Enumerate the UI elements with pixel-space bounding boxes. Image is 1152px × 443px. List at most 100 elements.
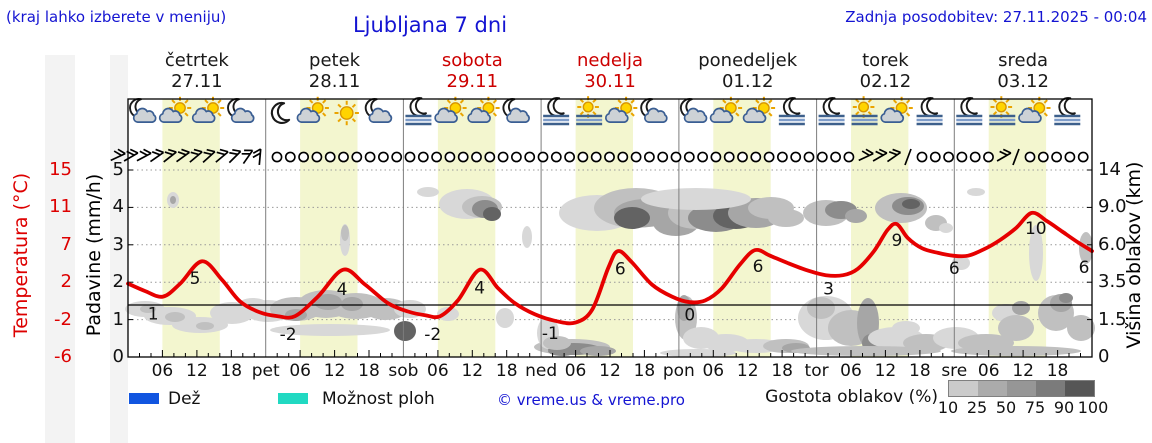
day-separators [265,99,955,357]
weather-icon-fog-moon [956,97,983,126]
cloud-tick: 0 [1098,346,1110,367]
day-date: 01.12 [721,71,774,92]
calm-wind-icon [916,151,928,163]
cloud-tick: 6.0 [1098,233,1127,255]
calm-wind-icon [983,151,994,163]
calm-wind-icon [604,151,615,163]
precip-tick: 4 [112,196,124,218]
temp-tick: 2 [60,271,72,293]
calm-wind-icon [404,151,416,163]
wind-barb-icon [241,149,254,165]
calm-wind-icon [697,151,708,163]
weather-icon-sun-cloud [158,96,192,123]
weather-icon-moon-cloud [679,98,708,123]
calm-wind-icon [710,151,722,163]
calm-wind-icon [564,151,575,163]
weather-icon-fog-moon [543,97,570,126]
svg-text:9: 9 [891,231,902,251]
showers-legend-label: Možnost ploh [322,389,435,409]
temp-tick: 11 [49,196,72,218]
calm-wind-icon [590,151,602,163]
hour-label: 12 [736,361,759,381]
wind-barb-icon [189,148,203,163]
day-header-nedelja: nedelja 30.11 [545,50,675,92]
svg-text:6: 6 [1079,258,1090,278]
day-date: 28.11 [308,71,361,92]
calm-wind-icon [311,151,323,163]
svg-text:-2: -2 [280,325,297,345]
precip-tick: 0 [112,346,124,367]
calm-wind-icon [763,151,775,163]
calm-wind-icon [1051,151,1062,163]
hour-label: 12 [874,361,897,381]
calm-wind-icon [969,151,981,163]
weather-icon-moon-cloud [502,98,530,123]
cloud-tick: 14 [1098,159,1121,180]
hour-label: 12 [461,361,484,381]
calm-wind-icon [723,151,735,163]
hour-label: 06 [840,361,862,381]
day-date: 29.11 [446,71,499,92]
calm-wind-icon [657,151,669,163]
day-abbr-label: sre [941,361,968,381]
calm-wind-icon [843,151,855,163]
weather-icon-moon-cloud [640,98,668,123]
cloud-scale-segment [1007,381,1036,396]
calm-wind-icon [956,151,968,163]
hour-label: 18 [220,361,243,381]
calm-wind-icon [457,151,469,163]
axis-tick-marks [128,169,1092,358]
plot-frame [127,98,1093,358]
cloud-scale-number: 75 [1024,398,1046,417]
showers-legend-swatch [278,393,308,404]
calm-wind-icon [298,151,309,163]
cloud-density-label: Gostota oblakov (%) [765,387,938,407]
weather-icon-moon [270,101,291,124]
cloud-scale-segment [949,381,978,396]
weather-icon-fog-moon [778,97,805,126]
calm-wind-icon [324,151,336,163]
hour-label: 06 [702,361,725,381]
wind-barb-icon [872,148,888,162]
hour-label: 18 [1046,361,1069,381]
calm-wind-icon [417,151,429,163]
calm-wind-icon [511,151,522,163]
svg-text:6: 6 [753,257,764,277]
wind-shaft-icon [1012,148,1020,166]
hour-label: 12 [186,361,208,381]
rain-legend-label: Dež [168,389,201,409]
weather-icon-sun-cloud [467,96,500,123]
wind-barb-icon [228,148,242,164]
day-header-torek: torek 02.12 [820,50,950,92]
svg-text:4: 4 [337,280,348,300]
wind-barb-icon [202,148,216,163]
day-abbr-label: ned [525,361,558,381]
calm-wind-icon [444,151,456,163]
weather-icon-fog-sun [851,96,878,126]
weather-icon-sun-cloud [880,96,913,123]
calm-wind-icon [816,151,828,163]
day-name: petek [309,50,361,71]
precip-tick: 2 [112,271,124,293]
precip-tick: 3 [112,233,124,255]
rain-legend-swatch [129,393,159,404]
hour-label: 12 [323,361,346,381]
day-abbr-label: tor [804,361,829,381]
day-abbr-label: pon [662,361,695,381]
cloud-tick: 1.5 [1098,308,1127,330]
cloud-scale-segment [1036,381,1065,396]
calm-wind-icon [271,151,283,163]
hour-label: 18 [358,361,380,381]
hour-label: 06 [289,361,311,381]
day-date: 30.11 [584,71,636,92]
weather-icon-fog-moon [818,97,845,126]
cloud-scale-number: 50 [995,398,1017,417]
cloud-scale-segment [1065,381,1094,396]
copyright-link[interactable]: © vreme.us & vreme.pro [497,391,685,409]
calm-wind-icon [537,151,549,163]
wind-barb-icon [886,148,902,163]
weather-icon-fog-sun [989,96,1016,126]
wind-barb-icon [858,148,874,162]
day-header-sobota: sobota 29.11 [407,50,537,92]
